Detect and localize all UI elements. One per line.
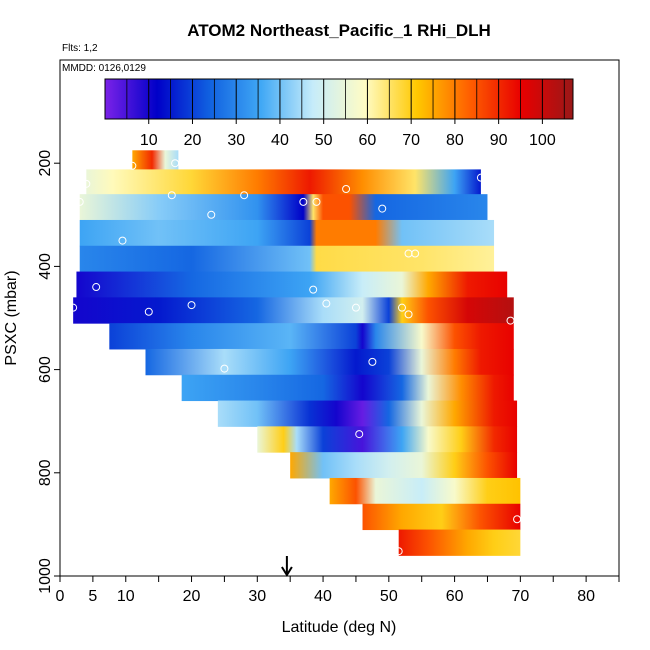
heatmap-band bbox=[79, 245, 495, 273]
sample-circle bbox=[118, 236, 127, 245]
colorbar-tick-label: 20 bbox=[184, 132, 202, 149]
sample-circle bbox=[506, 316, 515, 325]
sample-circle bbox=[92, 283, 101, 292]
y-tick-label: 200 bbox=[37, 150, 54, 177]
sample-circles bbox=[69, 159, 522, 556]
x-tick-label: 0 bbox=[56, 588, 65, 605]
colorbar-tick-label: 70 bbox=[402, 132, 420, 149]
x-tick-label: 30 bbox=[248, 588, 266, 605]
colorbar-tick-label: 40 bbox=[271, 132, 289, 149]
sample-circle bbox=[171, 159, 180, 168]
heatmap-band bbox=[79, 194, 488, 221]
heatmap-band bbox=[86, 169, 481, 195]
sample-circle bbox=[351, 303, 360, 312]
sample-circle bbox=[144, 307, 153, 316]
x-tick-label: 50 bbox=[380, 588, 398, 605]
flights-label: Flts: 1,2 bbox=[62, 43, 98, 54]
sample-circle bbox=[513, 515, 522, 524]
heatmap-band bbox=[362, 503, 521, 531]
sample-circle bbox=[397, 303, 406, 312]
colorbar-tick-label: 50 bbox=[315, 132, 333, 149]
colorbar-rect bbox=[104, 78, 574, 120]
heatmap-band bbox=[132, 150, 179, 170]
sample-circle bbox=[299, 197, 308, 206]
x-tick-label: 5 bbox=[88, 588, 97, 605]
sample-circle bbox=[69, 303, 78, 312]
sample-circle bbox=[75, 197, 84, 206]
arrow-head bbox=[281, 566, 293, 577]
y-tick-label: 1000 bbox=[37, 558, 54, 594]
heatmap-band bbox=[76, 271, 508, 298]
colorbar-tick-label: 80 bbox=[446, 132, 464, 149]
sample-circle bbox=[322, 299, 331, 308]
sample-circle bbox=[167, 191, 176, 200]
y-tick-label: 800 bbox=[37, 459, 54, 486]
sample-circle bbox=[476, 173, 485, 182]
sample-circle bbox=[368, 357, 377, 366]
colorbar: 10 20 30 40 50 60 70 80 90 100 bbox=[104, 78, 574, 149]
x-tick-label: 20 bbox=[183, 588, 201, 605]
chart-title: ATOM2 Northeast_Pacific_1 RHi_DLH bbox=[187, 21, 491, 40]
heatmap-band bbox=[257, 426, 518, 453]
heatmap-band bbox=[145, 348, 514, 376]
sample-circle bbox=[128, 161, 137, 170]
colorbar-tick-label: 100 bbox=[529, 132, 556, 149]
plot-frame bbox=[59, 59, 620, 577]
x-tick-label: 10 bbox=[117, 588, 135, 605]
heatmap-bands bbox=[73, 150, 521, 556]
heatmap-band bbox=[398, 529, 521, 556]
latitude-arrow-marker bbox=[281, 556, 293, 577]
sample-circle bbox=[187, 301, 196, 310]
dates-label: MMDD: 0126,0129 bbox=[62, 63, 146, 74]
heatmap-band bbox=[109, 323, 514, 350]
y-tick-label: 600 bbox=[37, 356, 54, 383]
sample-circle bbox=[309, 285, 318, 294]
sample-circle bbox=[355, 430, 364, 439]
y-axis-label: PSXC (mbar) bbox=[3, 270, 20, 365]
sample-circle bbox=[404, 310, 413, 319]
sample-circle bbox=[240, 191, 249, 200]
heatmap-band bbox=[181, 374, 514, 402]
sample-circle bbox=[220, 364, 229, 373]
heatmap-band bbox=[73, 297, 514, 324]
sample-circle bbox=[394, 547, 403, 556]
sample-circle bbox=[207, 210, 216, 219]
x-tick-label: 40 bbox=[314, 588, 332, 605]
heatmap-band bbox=[217, 400, 518, 427]
sample-circle bbox=[342, 185, 351, 193]
x-tick-label: 80 bbox=[577, 588, 595, 605]
colorbar-tick-label: 30 bbox=[227, 132, 245, 149]
sample-circle bbox=[411, 249, 420, 258]
colorbar-tick-label: 90 bbox=[490, 132, 508, 149]
colorbar-tick-label: 60 bbox=[359, 132, 377, 149]
sample-circle bbox=[378, 204, 387, 213]
heatmap-band bbox=[329, 477, 521, 505]
heatmap-band bbox=[79, 219, 495, 247]
colorbar-tick-label: 10 bbox=[140, 132, 158, 149]
y-axis: 200 400 600 800 1000 bbox=[37, 150, 60, 594]
x-axis: 0 5 10 20 30 40 50 60 70 80 bbox=[56, 576, 620, 605]
x-axis-label: Latitude (deg N) bbox=[282, 619, 397, 636]
heatmap-band bbox=[290, 452, 518, 479]
y-tick-label: 400 bbox=[37, 253, 54, 280]
x-tick-label: 70 bbox=[511, 588, 529, 605]
sample-circle bbox=[312, 197, 321, 206]
x-tick-label: 60 bbox=[446, 588, 464, 605]
sample-circle bbox=[82, 179, 91, 188]
